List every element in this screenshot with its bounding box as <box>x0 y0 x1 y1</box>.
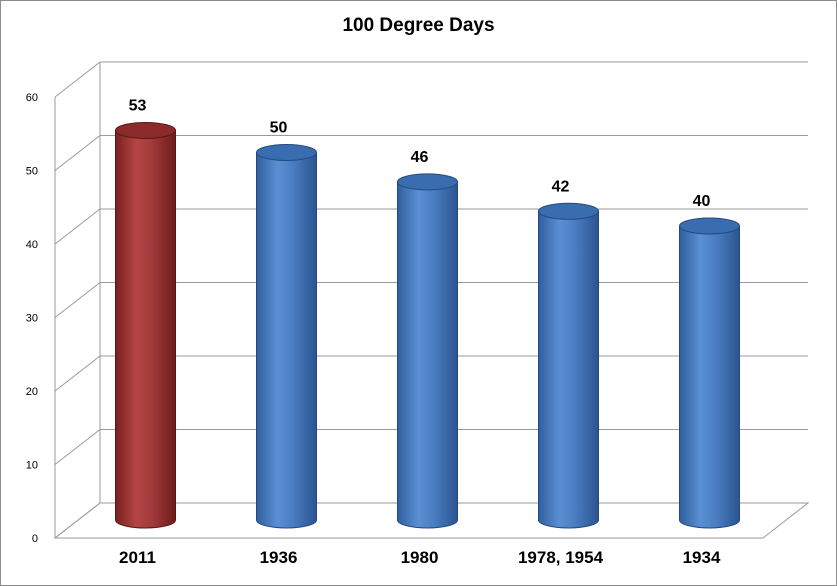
y-axis: 0 10 20 30 40 50 60 <box>26 92 38 545</box>
y-tick-label: 30 <box>26 313 38 325</box>
gridline-side <box>54 502 101 539</box>
y-tick-label: 0 <box>32 533 38 545</box>
y-tick-label: 40 <box>26 239 38 251</box>
gridline-side <box>54 61 101 98</box>
bar-body <box>679 225 740 529</box>
y-tick-label: 60 <box>26 92 38 104</box>
gridline-side <box>54 135 101 171</box>
bar: 46 <box>397 149 458 529</box>
bars: 53 50 46 42 40 <box>115 97 740 529</box>
y-tick-label: 50 <box>26 166 38 178</box>
bar-body <box>115 129 176 529</box>
bar-top <box>538 202 599 220</box>
bar-body <box>538 210 599 529</box>
data-label: 53 <box>129 97 147 114</box>
gridline-side <box>54 282 101 318</box>
bar: 42 <box>538 178 599 529</box>
bar: 40 <box>679 193 740 529</box>
x-tick-label: 1980 <box>401 548 439 567</box>
bar: 50 <box>256 120 317 529</box>
y-tick-label: 20 <box>26 386 38 398</box>
bar-top <box>256 144 317 161</box>
bar-top <box>397 173 458 191</box>
data-label: 50 <box>270 120 288 137</box>
gridline-side <box>54 355 101 392</box>
data-label: 46 <box>411 149 429 166</box>
chart-title: 100 Degree Days <box>342 15 495 36</box>
x-tick-label: 1934 <box>683 548 721 567</box>
x-tick-label: 1978, 1954 <box>518 548 604 567</box>
bar-body <box>256 152 317 529</box>
bar-top <box>679 217 740 235</box>
x-tick-label: 2011 <box>119 548 156 567</box>
x-axis: 2011 1936 1980 1978, 1954 1934 <box>119 548 721 567</box>
gridline-side <box>54 208 101 245</box>
data-label: 40 <box>693 193 711 210</box>
bar: 53 <box>115 97 176 529</box>
x-tick-label: 1936 <box>260 548 298 567</box>
bar-top <box>115 121 176 139</box>
data-label: 42 <box>552 178 570 195</box>
gridline-side <box>54 429 101 465</box>
y-tick-label: 10 <box>26 460 38 472</box>
bar-body <box>397 181 458 529</box>
